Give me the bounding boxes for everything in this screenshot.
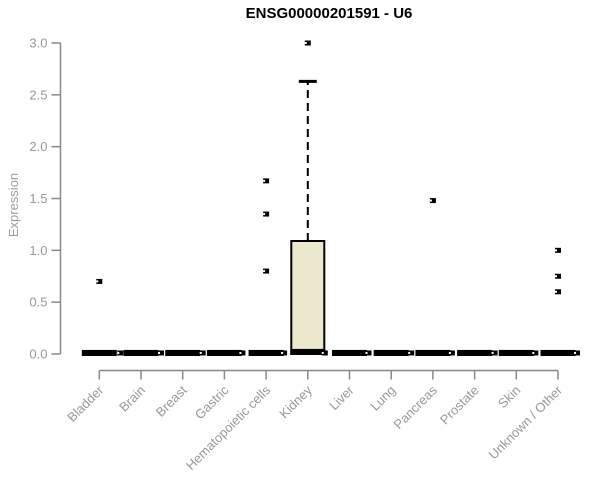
outlier-point <box>321 350 328 356</box>
x-category-label: Unknown / Other <box>486 382 566 462</box>
outlier-point <box>429 198 436 204</box>
y-tick-label: 2.0 <box>29 139 47 154</box>
y-tick-label: 1.5 <box>29 191 47 206</box>
chart-title: ENSG00000201591 - U6 <box>245 5 413 22</box>
outlier-point-pip <box>263 179 266 182</box>
median-bar <box>81 349 117 356</box>
y-tick-label: 0.0 <box>29 347 47 362</box>
median-bar <box>498 349 534 356</box>
y-tick-label: 0.5 <box>29 295 47 310</box>
median-bar <box>540 349 576 356</box>
median-bar <box>290 348 326 355</box>
outlier-point-pip <box>304 42 307 44</box>
outlier-point-pip <box>263 213 266 216</box>
outlier-point <box>263 211 270 217</box>
outlier-point-pip <box>117 351 120 354</box>
box-Kidney <box>290 240 326 355</box>
median-bar <box>123 349 159 356</box>
outlier-point <box>555 289 561 295</box>
outlier-point-pip <box>263 270 266 273</box>
outlier-point <box>491 350 498 356</box>
median-bar <box>332 349 367 356</box>
outlier-point <box>555 247 561 253</box>
outlier-point <box>263 268 270 274</box>
x-category-label: Gastric <box>192 382 232 422</box>
outlier-point <box>158 350 164 356</box>
x-category-label: Liver <box>326 382 357 413</box>
outlier-point <box>263 178 270 184</box>
x-category-label: Bladder <box>64 382 107 425</box>
outlier-point-pip <box>555 249 557 252</box>
y-tick-label: 3.0 <box>29 36 47 51</box>
median-bar <box>206 349 242 356</box>
outlier-point <box>304 40 311 46</box>
outlier-point-pip <box>574 351 576 354</box>
outlier-point <box>365 350 372 356</box>
median-bar <box>373 349 409 356</box>
outlier-point <box>239 350 246 356</box>
outlier-point-pip <box>281 351 284 354</box>
median-bar <box>248 349 284 356</box>
median-bar <box>165 349 201 356</box>
outlier-point <box>448 350 455 356</box>
outlier-point-pip <box>239 351 242 354</box>
outlier-point-pip <box>532 351 535 354</box>
x-category-label: Prostate <box>437 383 482 428</box>
y-tick-label: 2.5 <box>29 87 47 102</box>
outlier-point <box>532 350 539 356</box>
outlier-point-pip <box>199 351 202 354</box>
outlier-point <box>408 350 415 356</box>
outlier-point-pip <box>408 351 411 354</box>
x-category-label: Pancreas <box>391 382 441 432</box>
outlier-point-pip <box>429 199 432 202</box>
outlier-point <box>574 350 580 356</box>
outlier-point-pip <box>491 351 494 354</box>
outlier-point <box>96 278 103 284</box>
outlier-point-pip <box>555 290 557 293</box>
x-category-label: Brain <box>116 383 148 415</box>
outlier-point <box>199 350 206 356</box>
outlier-point-pip <box>158 351 160 354</box>
outlier-point <box>117 350 124 356</box>
outlier-point-pip <box>448 351 451 354</box>
y-tick-label: 1.0 <box>29 243 47 258</box>
x-category-label: Kidney <box>276 382 315 421</box>
outlier-point-pip <box>321 351 324 354</box>
outlier-point-pip <box>365 351 368 354</box>
y-axis-label: Expression <box>6 172 21 238</box>
outlier-point <box>555 273 561 279</box>
median-bar <box>415 349 451 356</box>
outlier-point <box>281 350 288 356</box>
x-category-label: Breast <box>153 382 190 419</box>
outlier-point-pip <box>96 280 99 283</box>
x-category-label: Lung <box>367 383 398 414</box>
median-bar <box>457 349 493 356</box>
x-category-label: Skin <box>495 383 523 411</box>
outlier-point-pip <box>555 275 557 278</box>
